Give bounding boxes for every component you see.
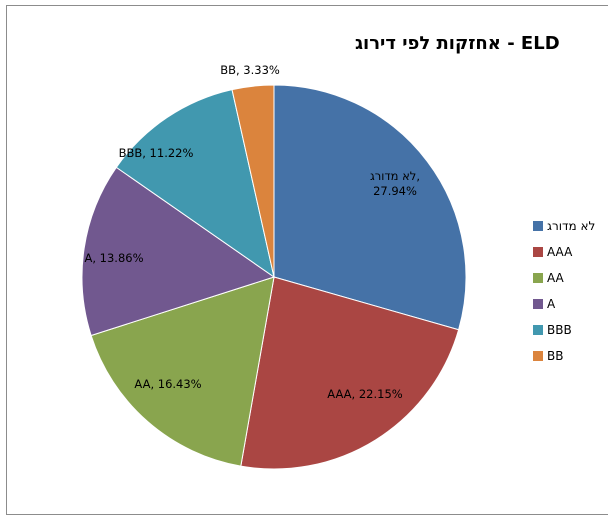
legend-swatch xyxy=(533,273,543,283)
legend-swatch xyxy=(533,221,543,231)
data-label: BBB, 11.22% xyxy=(119,146,194,160)
data-label: BB, 3.33% xyxy=(220,63,280,77)
legend-item: BBB xyxy=(533,317,595,343)
data-label: A, 13.86% xyxy=(84,251,143,265)
legend-swatch xyxy=(533,351,543,361)
legend-swatch xyxy=(533,299,543,309)
legend-swatch xyxy=(533,247,543,257)
pie-slice xyxy=(231,84,275,278)
legend-label: AA xyxy=(547,271,564,285)
legend-label: AAA xyxy=(547,245,573,259)
legend-swatch xyxy=(533,325,543,335)
pie-slice xyxy=(240,276,460,470)
legend-label: A xyxy=(547,297,556,311)
legend-item: A xyxy=(533,291,595,317)
pie-slice xyxy=(81,166,276,337)
chart-legend: לא מדורג AAA AA A BBB BB xyxy=(533,213,595,369)
legend-item: לא מדורג xyxy=(533,213,595,239)
data-label: AA, 16.43% xyxy=(134,377,201,391)
data-label: לא מדורג, 27.94% xyxy=(370,169,420,198)
pie-slice xyxy=(115,89,275,279)
pie-slice xyxy=(90,276,275,467)
chart-title: אחזקות לפי דירוג - ELD xyxy=(355,33,560,54)
legend-label: לא מדורג xyxy=(547,219,596,233)
legend-label: BBB xyxy=(547,323,572,337)
data-label: AAA, 22.15% xyxy=(327,387,402,401)
legend-label: BB xyxy=(547,349,564,363)
legend-item: BB xyxy=(533,343,595,369)
pie-slice xyxy=(273,84,467,331)
legend-item: AAA xyxy=(533,239,595,265)
legend-item: AA xyxy=(533,265,595,291)
